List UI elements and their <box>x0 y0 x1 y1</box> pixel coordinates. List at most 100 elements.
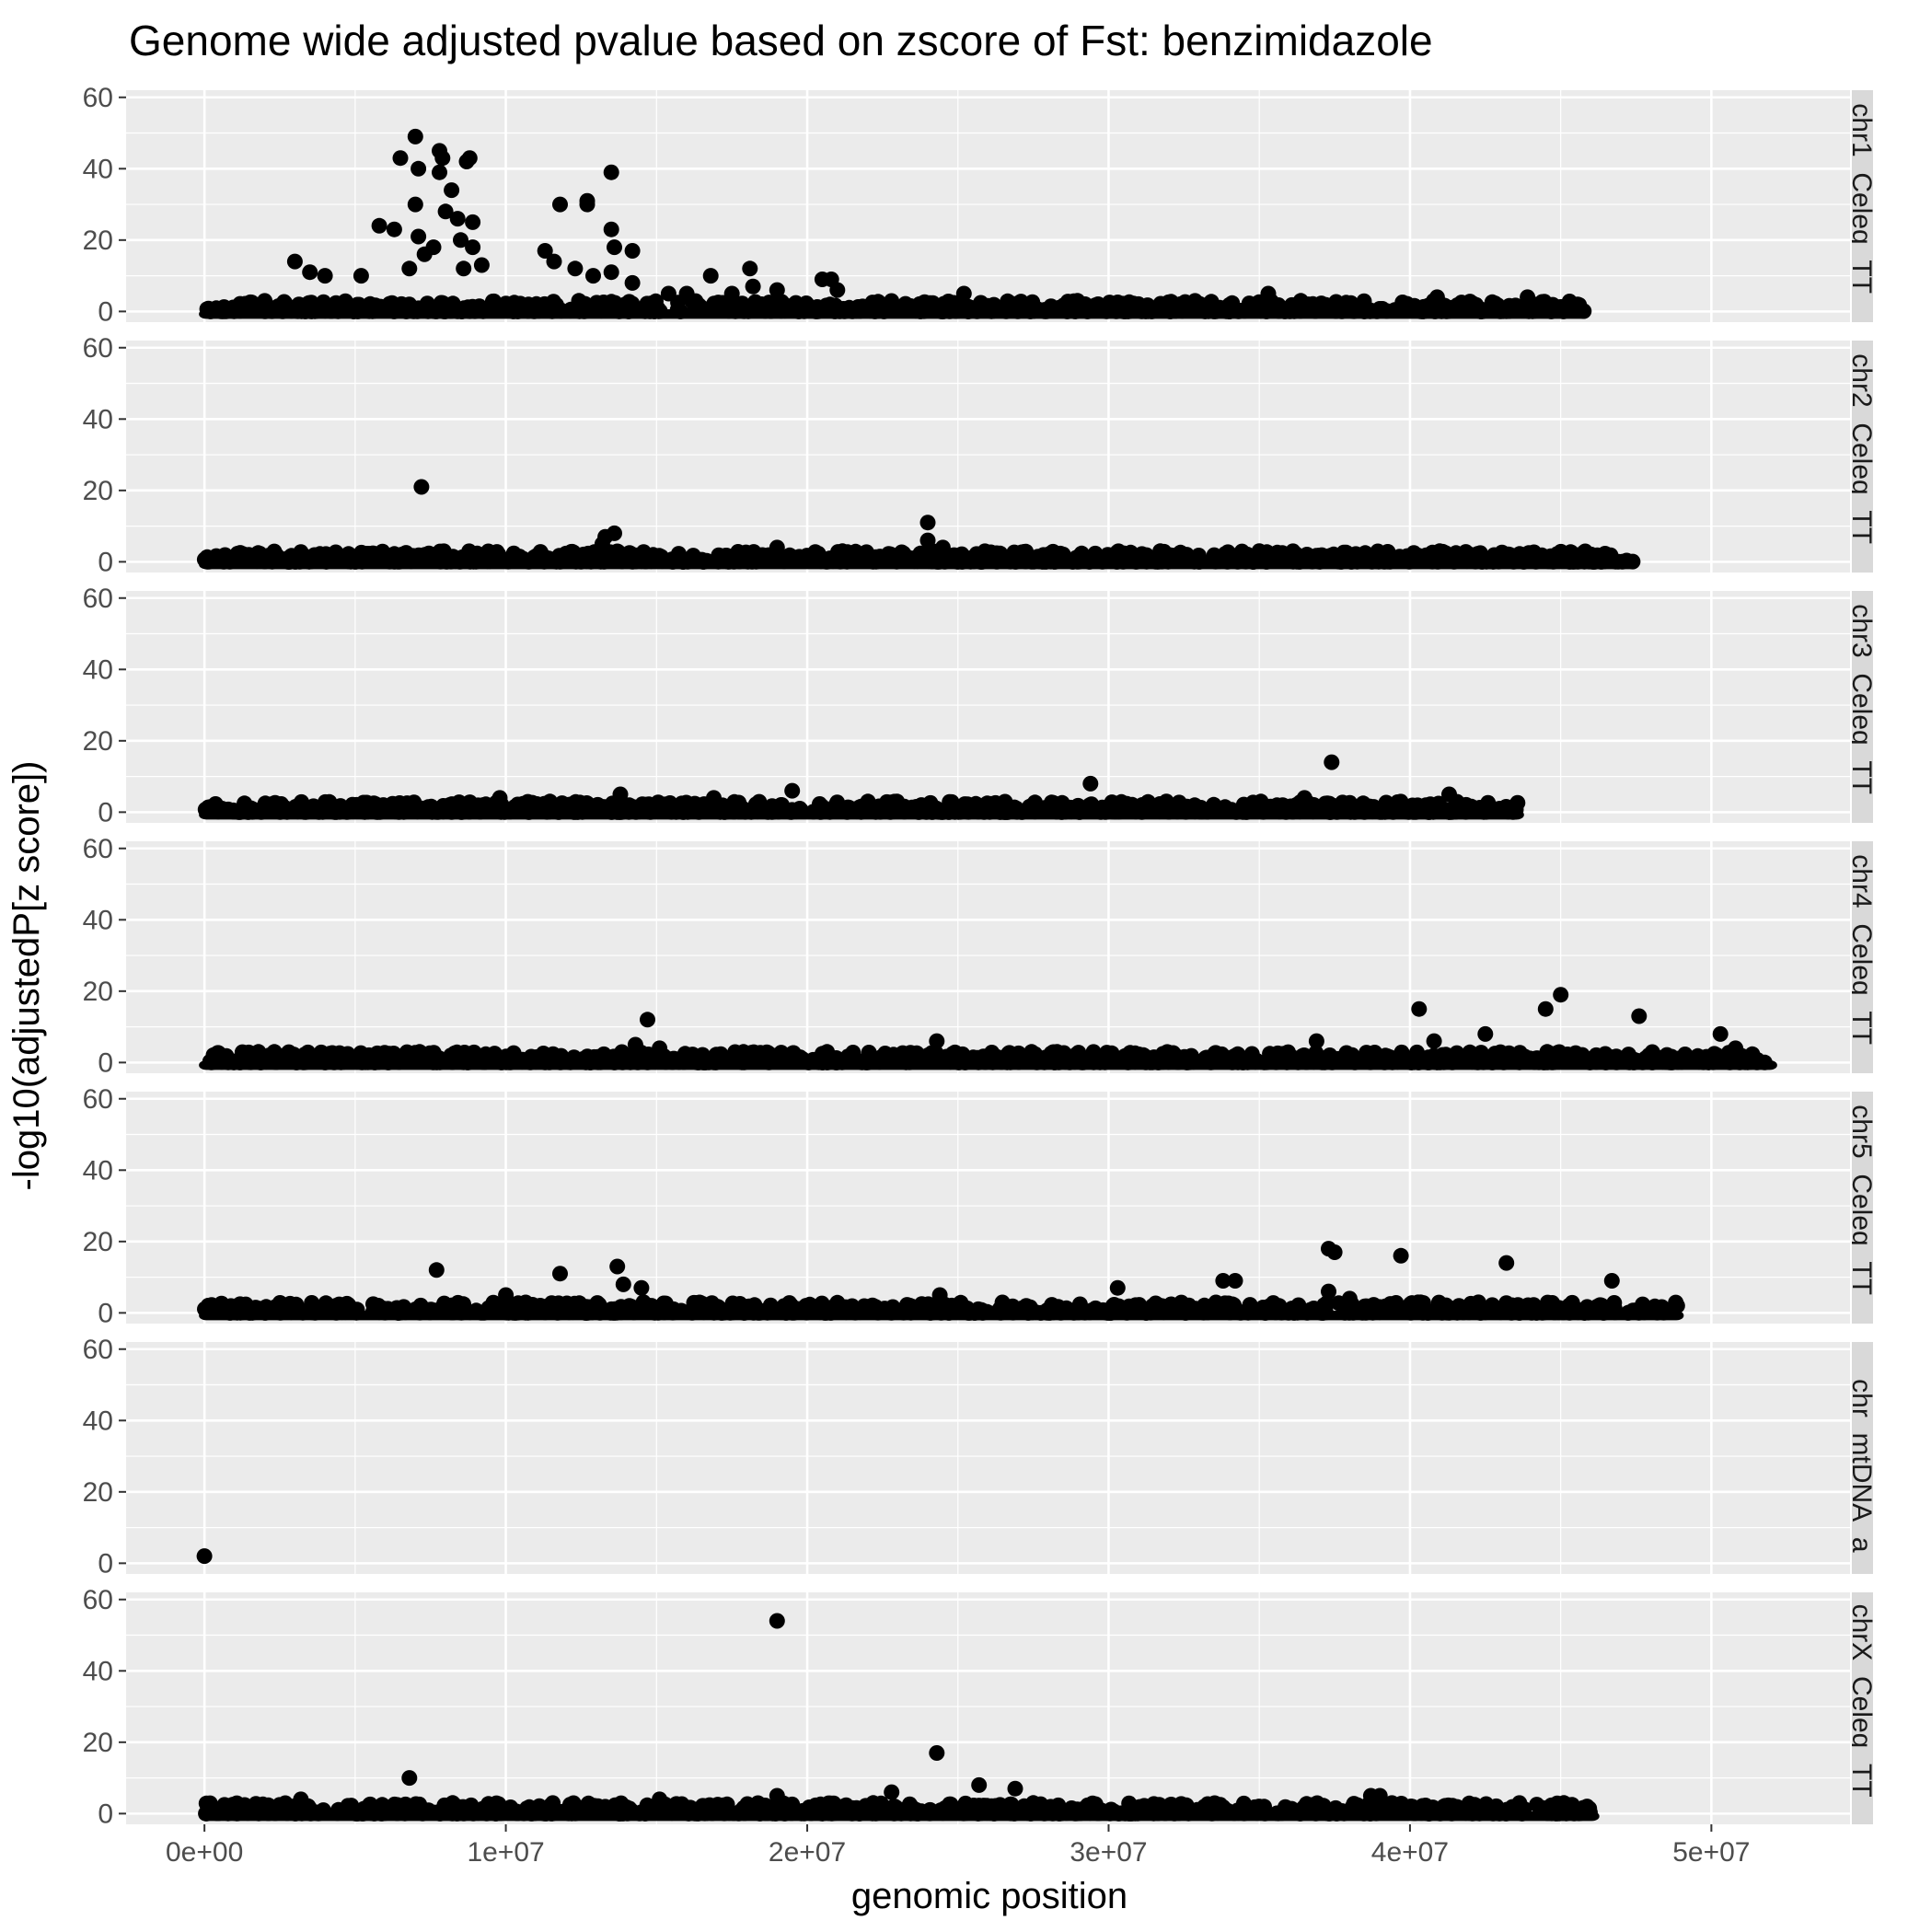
baseline-point <box>1472 545 1488 561</box>
baseline-point <box>257 795 273 812</box>
data-point <box>1441 786 1457 803</box>
data-point <box>353 268 369 284</box>
y-tick-label: 60 <box>83 584 113 614</box>
data-point <box>196 1548 213 1565</box>
data-point <box>552 196 568 213</box>
y-tick-label: 0 <box>98 1548 113 1579</box>
baseline-band <box>199 309 1590 319</box>
baseline-point <box>1539 1044 1555 1060</box>
y-tick-label: 20 <box>83 1477 113 1508</box>
y-tick-label: 40 <box>83 1406 113 1436</box>
data-point <box>1498 1255 1515 1271</box>
data-point <box>434 150 451 167</box>
data-point <box>1426 1033 1442 1049</box>
baseline-point <box>947 1044 964 1060</box>
data-point <box>742 260 758 277</box>
facet-strip-label: _chr_mtDNA_a <box>1846 1362 1877 1552</box>
baseline-point <box>506 296 523 313</box>
facet-strip-label: chr5_Celeg_TT_ <box>1846 1105 1877 1312</box>
baseline-point <box>621 545 638 561</box>
y-tick-label: 40 <box>83 905 113 935</box>
data-point <box>428 1262 445 1278</box>
baseline-point <box>694 1047 711 1063</box>
facet-strip-label: chr1_Celeg_TT_ <box>1846 103 1877 310</box>
data-point <box>919 532 936 549</box>
chart-title: Genome wide adjusted pvalue based on zsc… <box>129 17 1433 64</box>
baseline-point <box>1430 1294 1447 1311</box>
baseline-band <box>199 1311 1684 1321</box>
y-tick-label: 40 <box>83 404 113 434</box>
baseline-point <box>1206 796 1222 813</box>
baseline-point <box>401 1799 418 1814</box>
data-point <box>607 525 622 541</box>
facet-panels: 0 20 40 60 chr1_Celeg_TT_ 0 20 40 60 chr2_Celeg_T… <box>83 83 1877 1829</box>
baseline-point <box>734 295 750 312</box>
y-tick-label: 40 <box>83 654 113 685</box>
data-point <box>678 285 695 302</box>
baseline-band <box>199 1060 1777 1070</box>
y-tick-label: 60 <box>83 834 113 864</box>
y-tick-label: 60 <box>83 1585 113 1615</box>
baseline-point <box>621 294 638 310</box>
panel-background <box>126 90 1850 322</box>
data-point <box>633 1279 650 1296</box>
data-point <box>1520 289 1536 306</box>
data-point <box>491 790 508 806</box>
baseline-point <box>746 1044 762 1060</box>
baseline-point <box>1318 296 1335 313</box>
baseline-point <box>276 294 293 310</box>
data-point <box>1393 1247 1409 1264</box>
data-point <box>1324 754 1340 770</box>
baseline-point <box>609 543 626 560</box>
baseline-point <box>1007 1047 1023 1064</box>
baseline-point <box>899 1297 915 1313</box>
data-point <box>1296 790 1312 806</box>
baseline-band <box>199 560 1639 570</box>
data-point <box>702 268 719 284</box>
y-tick-label: 40 <box>83 1155 113 1186</box>
baseline-point <box>1564 1294 1580 1311</box>
baseline-point <box>288 1296 305 1313</box>
data-point <box>546 253 562 270</box>
baseline-point <box>1206 547 1222 563</box>
data-point <box>1477 1025 1494 1042</box>
panel-background <box>126 1342 1850 1574</box>
baseline-point <box>690 297 707 314</box>
data-point <box>919 515 936 531</box>
baseline-point <box>1451 1298 1467 1314</box>
data-point <box>624 243 641 259</box>
baseline-band <box>199 810 1524 820</box>
y-tick-label: 60 <box>83 83 113 113</box>
baseline-point <box>303 1299 319 1315</box>
data-point <box>579 196 595 213</box>
data-point <box>413 479 430 495</box>
baseline-point <box>545 1046 561 1062</box>
data-point <box>465 239 481 256</box>
data-point <box>286 253 303 270</box>
data-point <box>615 1276 631 1292</box>
data-point <box>498 1287 515 1303</box>
baseline-point <box>1158 1047 1174 1064</box>
data-point <box>317 268 333 284</box>
data-point <box>769 539 785 556</box>
baseline-point <box>746 1297 763 1313</box>
baseline-point <box>520 797 537 814</box>
data-point <box>609 1258 626 1275</box>
baseline-point <box>1269 544 1286 561</box>
y-tick-label: 20 <box>83 977 113 1007</box>
data-point <box>1215 1273 1231 1289</box>
baseline-point <box>1338 295 1355 311</box>
baseline-point <box>435 297 452 314</box>
baseline-point <box>461 544 478 561</box>
y-tick-label: 0 <box>98 797 113 827</box>
data-point <box>465 214 481 230</box>
baseline-point <box>784 1045 801 1061</box>
data-point <box>1428 289 1445 306</box>
facet-strip-label: chr2_Celeg_TT_ <box>1846 353 1877 561</box>
y-tick-label: 20 <box>83 226 113 256</box>
data-point <box>1341 1290 1358 1307</box>
y-tick-label: 0 <box>98 547 113 577</box>
